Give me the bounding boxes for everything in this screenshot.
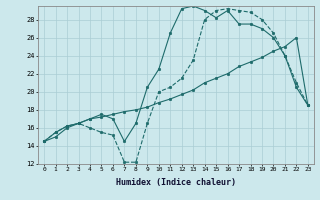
X-axis label: Humidex (Indice chaleur): Humidex (Indice chaleur) (116, 178, 236, 187)
